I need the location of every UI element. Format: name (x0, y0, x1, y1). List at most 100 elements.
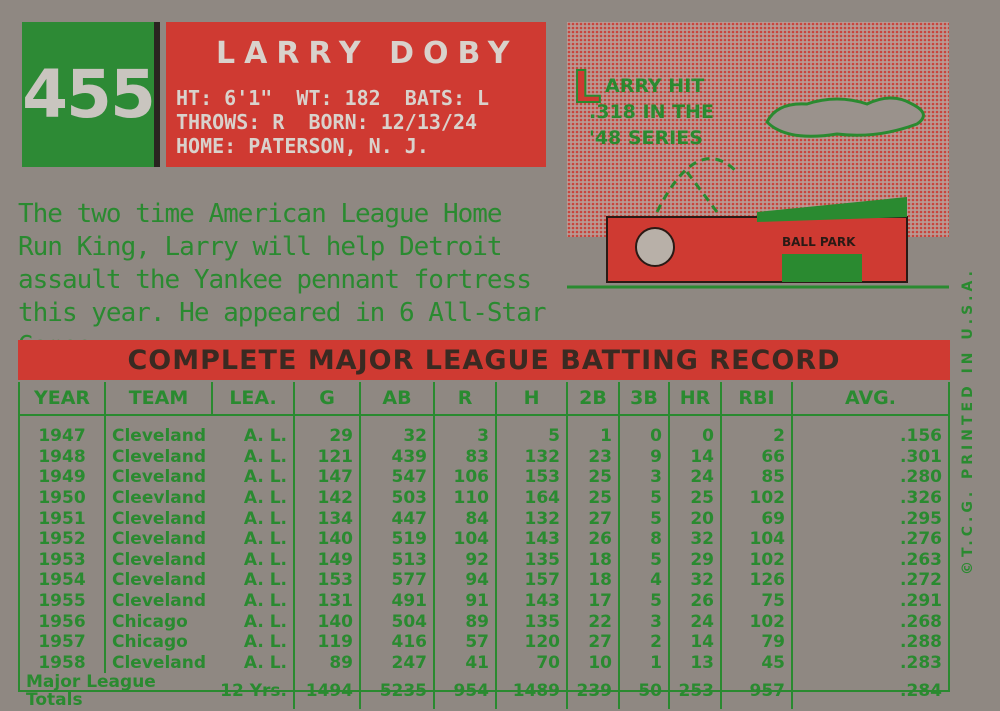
table-cell: A. L. (243, 591, 288, 612)
table-cell: 513 (359, 549, 435, 571)
table-cell: 8 (618, 528, 670, 550)
copyright-text: ©T.C.G. PRINTED IN U.S.A. (960, 267, 976, 575)
table-cell: 132 (495, 508, 568, 529)
table-cell: A. L. (243, 549, 288, 570)
table-cell: 1949 (38, 467, 86, 488)
table-cell: A. L. (243, 632, 288, 653)
table-cell: Cleveland (103, 528, 213, 550)
table-cell: 5 (495, 415, 568, 447)
table-cell: 25 (566, 467, 620, 488)
table-cell: 503 (359, 487, 435, 509)
table-cell: 32 (668, 570, 722, 591)
table-cell: 1953 (38, 549, 86, 570)
table-cell: 5 (618, 487, 670, 509)
table-cell: A. L. (243, 467, 288, 488)
totals-cell: 954 (433, 673, 497, 710)
table-cell: 24 (668, 611, 722, 632)
table-cell: A. L. (243, 570, 288, 591)
table-cell: .326 (791, 487, 948, 509)
table-header-row: YEAR TEAM LEA. G AB R H 2B 3B HR RBI AVG. (20, 382, 948, 416)
table-cell: A. L. (243, 611, 288, 632)
table-cell: 2 (618, 631, 670, 653)
table-cell: 17 (566, 590, 620, 612)
column-header: TEAM (103, 382, 213, 416)
record-title: COMPLETE MAJOR LEAGUE BATTING RECORD (18, 340, 950, 380)
info-line-1: HT: 6'1" WT: 182 BATS: L (176, 86, 490, 110)
table-cell: .301 (791, 446, 948, 468)
table-cell: 149 (293, 549, 361, 571)
table-cell: .291 (791, 590, 948, 612)
table-cell: 1956 (38, 611, 86, 632)
table-cell: .280 (791, 467, 948, 488)
table-cell: 22 (566, 611, 620, 632)
table-cell: 102 (720, 487, 793, 509)
table-cell: 547 (359, 467, 435, 488)
cartoon-initial: L (573, 62, 601, 113)
table-cell: 1952 (38, 529, 86, 550)
table-cell: 1955 (38, 591, 86, 612)
table-cell: 9 (618, 446, 670, 468)
table-cell: 20 (668, 508, 722, 529)
table-row: 1955 Cleveland A. L. 131 491 91 143 17 5 26 75.291 (20, 590, 948, 612)
table-cell: 89 (433, 611, 497, 632)
table-row: 1947 Cleveland A. L. 29 32 3 5 1 0 0 2.156 (20, 415, 948, 447)
totals-cell: 1494 (293, 673, 361, 710)
table-cell: Cleveland (103, 590, 213, 612)
totals-years: 12 Yrs. (220, 681, 288, 702)
column-header: AB (359, 382, 435, 416)
totals-cell: 5235 (359, 673, 435, 710)
table-cell: 121 (293, 446, 361, 468)
table-cell: 140 (293, 528, 361, 550)
cartoon-caption-2: .318 IN THE (589, 101, 714, 123)
table-cell: 4 (618, 570, 670, 591)
column-header: G (293, 382, 361, 416)
table-cell: 29 (668, 549, 722, 571)
table-cell: 26 (566, 528, 620, 550)
table-cell: Chicago (103, 611, 213, 632)
table-cell: 75 (720, 590, 793, 612)
table-cell: A. L. (243, 446, 288, 467)
table-cell: 247 (359, 652, 435, 674)
table-cell: 504 (359, 611, 435, 632)
table-cell: 0 (668, 415, 722, 447)
batting-record-table: YEAR TEAM LEA. G AB R H 2B 3B HR RBI AVG. 1947 Cleve… (18, 382, 950, 710)
table-row: 1951 Cleveland A. L. 134 447 84 132 27 5 20 69.295 (20, 508, 948, 529)
bio-text: The two time American League Home Run Ki… (18, 199, 547, 361)
table-cell: 70 (495, 652, 568, 674)
table-cell: Cleveland (103, 415, 213, 447)
table-cell: 25 (566, 487, 620, 509)
table-cell: 519 (359, 528, 435, 550)
table-cell: 104 (433, 528, 497, 550)
info-line-3: HOME: PATERSON, N. J. (176, 134, 429, 158)
table-cell: 142 (293, 487, 361, 509)
table-row: 1952 Cleveland A. L. 140 519 104 143 26 8 32 104.2… (20, 528, 948, 550)
table-cell: 132 (495, 446, 568, 468)
table-cell: 120 (495, 631, 568, 653)
table-row: 1954 Cleveland A. L. 153 577 94 157 18 4 32 126.27… (20, 570, 948, 591)
table-cell: 153 (293, 570, 361, 591)
table-cell: 106 (433, 467, 497, 488)
table-cell: 416 (359, 631, 435, 653)
table-cell: 3 (433, 415, 497, 447)
table-cell: .156 (791, 415, 948, 447)
table-cell: 1954 (38, 570, 86, 591)
column-header: HR (668, 382, 722, 416)
table-cell: 1957 (38, 632, 86, 653)
table-cell: 1947 (38, 426, 86, 447)
table-cell: 79 (720, 631, 793, 653)
column-header: 2B (566, 382, 620, 416)
cartoon-ballpark: L ARRY HIT .318 IN THE '48 SERIES BALL P… (567, 22, 949, 289)
table-cell: .263 (791, 549, 948, 571)
table-cell: 143 (495, 528, 568, 550)
table-cell: 1950 (38, 488, 86, 509)
table-cell: 27 (566, 508, 620, 529)
totals-cell: 50 (618, 673, 670, 710)
table-cell: 32 (668, 528, 722, 550)
table-cell: Chicago (103, 631, 213, 653)
table-cell: 3 (618, 467, 670, 488)
table-cell: 0 (618, 415, 670, 447)
table-cell: 164 (495, 487, 568, 509)
table-cell: 57 (433, 631, 497, 653)
table-cell: 102 (720, 549, 793, 571)
column-header: LEA. (211, 382, 295, 416)
